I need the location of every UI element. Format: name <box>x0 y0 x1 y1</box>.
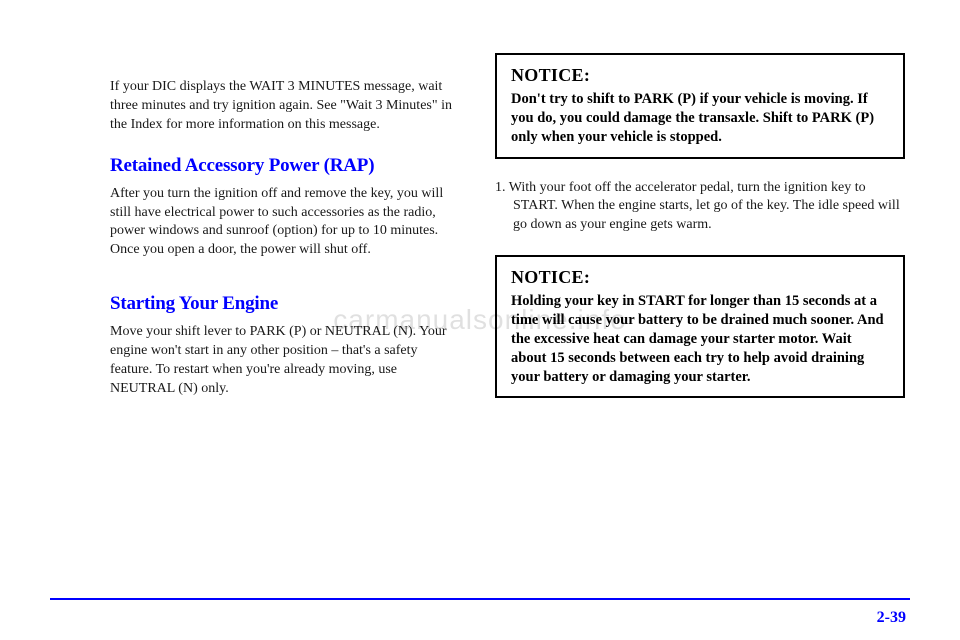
spacer <box>110 270 455 293</box>
spacer <box>495 245 905 255</box>
notice-body-park: Don't try to shift to PARK (P) if your v… <box>511 90 889 147</box>
right-column: NOTICE: Don't try to shift to PARK (P) i… <box>480 30 910 600</box>
rap-paragraph: After you turn the ignition off and remo… <box>110 185 455 261</box>
page-number: 2-39 <box>877 609 906 627</box>
page-content: If your DIC displays the WAIT 3 MINUTES … <box>0 0 960 640</box>
notice-box-start: NOTICE: Holding your key in START for lo… <box>495 255 905 398</box>
notice-body-start: Holding your key in START for longer tha… <box>511 292 889 386</box>
starting-paragraph: Move your shift lever to PARK (P) or NEU… <box>110 323 455 399</box>
intro-paragraph: If your DIC displays the WAIT 3 MINUTES … <box>110 78 455 135</box>
left-column: If your DIC displays the WAIT 3 MINUTES … <box>50 30 480 600</box>
notice-box-park: NOTICE: Don't try to shift to PARK (P) i… <box>495 53 905 159</box>
spacer <box>495 169 905 179</box>
spacer <box>110 145 455 155</box>
footer-rule <box>50 598 910 600</box>
heading-starting-engine: Starting Your Engine <box>110 293 455 315</box>
notice-label: NOTICE: <box>511 65 889 86</box>
spacer <box>110 30 455 78</box>
spacer <box>495 30 905 53</box>
heading-rap: Retained Accessory Power (RAP) <box>110 155 455 177</box>
step-1: 1. With your foot off the accelerator pe… <box>495 179 905 236</box>
notice-label: NOTICE: <box>511 267 889 288</box>
